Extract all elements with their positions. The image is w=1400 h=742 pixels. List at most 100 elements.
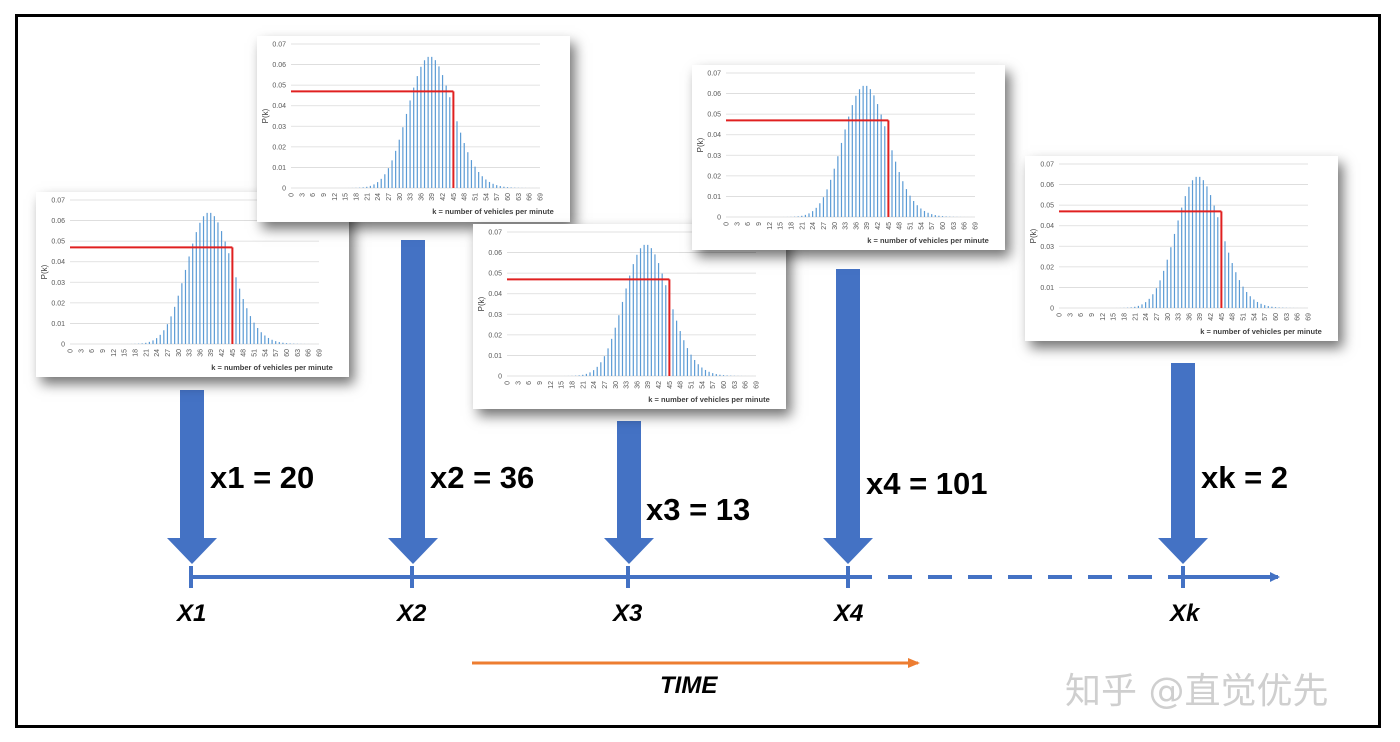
bar bbox=[478, 171, 480, 188]
diagram-border bbox=[15, 14, 1381, 728]
y-tick-label: 0.06 bbox=[51, 218, 65, 225]
bar bbox=[833, 168, 835, 217]
bar bbox=[1170, 247, 1172, 308]
x-tick-label: 63 bbox=[732, 381, 739, 389]
bar bbox=[625, 288, 627, 376]
x-tick-label: 45 bbox=[886, 222, 893, 230]
x-tick-label: 6 bbox=[310, 193, 317, 197]
y-tick-label: 0 bbox=[498, 374, 502, 381]
x-tick-label: 9 bbox=[321, 193, 328, 197]
bar bbox=[1188, 186, 1190, 308]
y-tick-label: 0.02 bbox=[51, 300, 65, 307]
bar bbox=[224, 241, 226, 344]
x-tick-label: 30 bbox=[832, 222, 839, 230]
bar bbox=[694, 359, 696, 376]
x-tick-label: 48 bbox=[462, 193, 469, 201]
x-tick-label: 57 bbox=[1262, 313, 1269, 321]
x-tick-label: 51 bbox=[252, 349, 259, 357]
y-tick-label: 0 bbox=[1050, 306, 1054, 313]
x-tick-label: 27 bbox=[386, 193, 393, 201]
bar bbox=[253, 322, 255, 344]
bar bbox=[614, 327, 616, 376]
bar bbox=[676, 320, 678, 376]
bar bbox=[722, 375, 725, 376]
x-tick-label: 57 bbox=[494, 193, 501, 201]
x-tick-label: 42 bbox=[440, 193, 447, 201]
bar bbox=[844, 129, 846, 217]
bar bbox=[1260, 303, 1262, 308]
y-tick-label: 0.03 bbox=[488, 312, 502, 319]
x-tick-label: 21 bbox=[364, 193, 371, 201]
bar bbox=[704, 369, 707, 376]
bar bbox=[643, 244, 645, 376]
x-tick-label: 33 bbox=[624, 381, 631, 389]
x-tick-label: 36 bbox=[197, 349, 204, 357]
x-tick-label: 57 bbox=[710, 381, 717, 389]
x-tick-label: 42 bbox=[219, 349, 226, 357]
y-tick-label: 0.02 bbox=[1040, 264, 1054, 271]
x-tick-label: 6 bbox=[526, 381, 533, 385]
x-tick-label: 15 bbox=[122, 349, 129, 357]
bar bbox=[506, 187, 509, 188]
bar bbox=[438, 66, 440, 188]
x-tick-label: 39 bbox=[645, 381, 652, 389]
bar bbox=[840, 142, 843, 217]
bar bbox=[188, 256, 190, 344]
y-tick-label: 0.05 bbox=[488, 271, 502, 278]
x-axis-label: k = number of vehicles per minute bbox=[1200, 327, 1322, 336]
bar bbox=[373, 184, 375, 188]
y-axis-label: P(k) bbox=[477, 296, 486, 311]
x-tick-label: 42 bbox=[875, 222, 882, 230]
bar bbox=[578, 375, 580, 376]
x-tick-label: 0 bbox=[1057, 313, 1064, 317]
x-tick-label: 69 bbox=[973, 222, 980, 230]
x-tick-label: 18 bbox=[353, 193, 360, 201]
bar bbox=[1213, 205, 1215, 308]
bar bbox=[600, 362, 602, 376]
bar bbox=[719, 374, 721, 376]
y-tick-label: 0.03 bbox=[707, 153, 721, 160]
bar bbox=[510, 187, 512, 188]
bar bbox=[387, 168, 390, 188]
x-tick-label: 54 bbox=[699, 381, 706, 389]
value-label-x1: x1 = 20 bbox=[210, 460, 315, 495]
x-tick-label: 12 bbox=[111, 349, 118, 357]
x-tick-label: 0 bbox=[68, 349, 75, 353]
x-tick-label: 30 bbox=[397, 193, 404, 201]
y-tick-label: 0 bbox=[282, 186, 286, 193]
x-tick-label: 0 bbox=[505, 381, 512, 385]
bar bbox=[220, 231, 223, 344]
x-tick-label: 21 bbox=[799, 222, 806, 230]
bar bbox=[456, 121, 458, 188]
bar bbox=[449, 97, 451, 188]
x-tick-label: 27 bbox=[1154, 313, 1161, 321]
x-tick-label: 69 bbox=[538, 193, 545, 201]
bar bbox=[1246, 291, 1248, 308]
down-arrow-x1 bbox=[167, 390, 217, 564]
bar bbox=[156, 338, 158, 344]
y-tick-label: 0.06 bbox=[707, 91, 721, 98]
bar bbox=[1278, 307, 1280, 308]
bar bbox=[1267, 306, 1269, 308]
bar bbox=[181, 283, 183, 344]
bar bbox=[463, 143, 465, 188]
x-tick-label: 3 bbox=[1067, 313, 1074, 317]
bar bbox=[804, 214, 806, 217]
x-tick-label: 21 bbox=[1132, 313, 1139, 321]
x-tick-label: 48 bbox=[1230, 313, 1237, 321]
bar bbox=[715, 374, 717, 376]
x-tick-label: 12 bbox=[767, 222, 774, 230]
x-tick-label: 63 bbox=[951, 222, 958, 230]
bar bbox=[876, 104, 879, 217]
y-tick-label: 0.04 bbox=[707, 132, 721, 139]
x-tick-label: 51 bbox=[473, 193, 480, 201]
time-label: TIME bbox=[660, 672, 718, 699]
bar bbox=[895, 161, 897, 217]
y-tick-label: 0.05 bbox=[51, 239, 65, 246]
bar bbox=[485, 179, 487, 188]
x-tick-label: 51 bbox=[1241, 313, 1248, 321]
bar bbox=[1152, 294, 1154, 308]
x-tick-label: 12 bbox=[1100, 313, 1107, 321]
bar bbox=[1231, 263, 1233, 308]
bar bbox=[909, 195, 911, 217]
